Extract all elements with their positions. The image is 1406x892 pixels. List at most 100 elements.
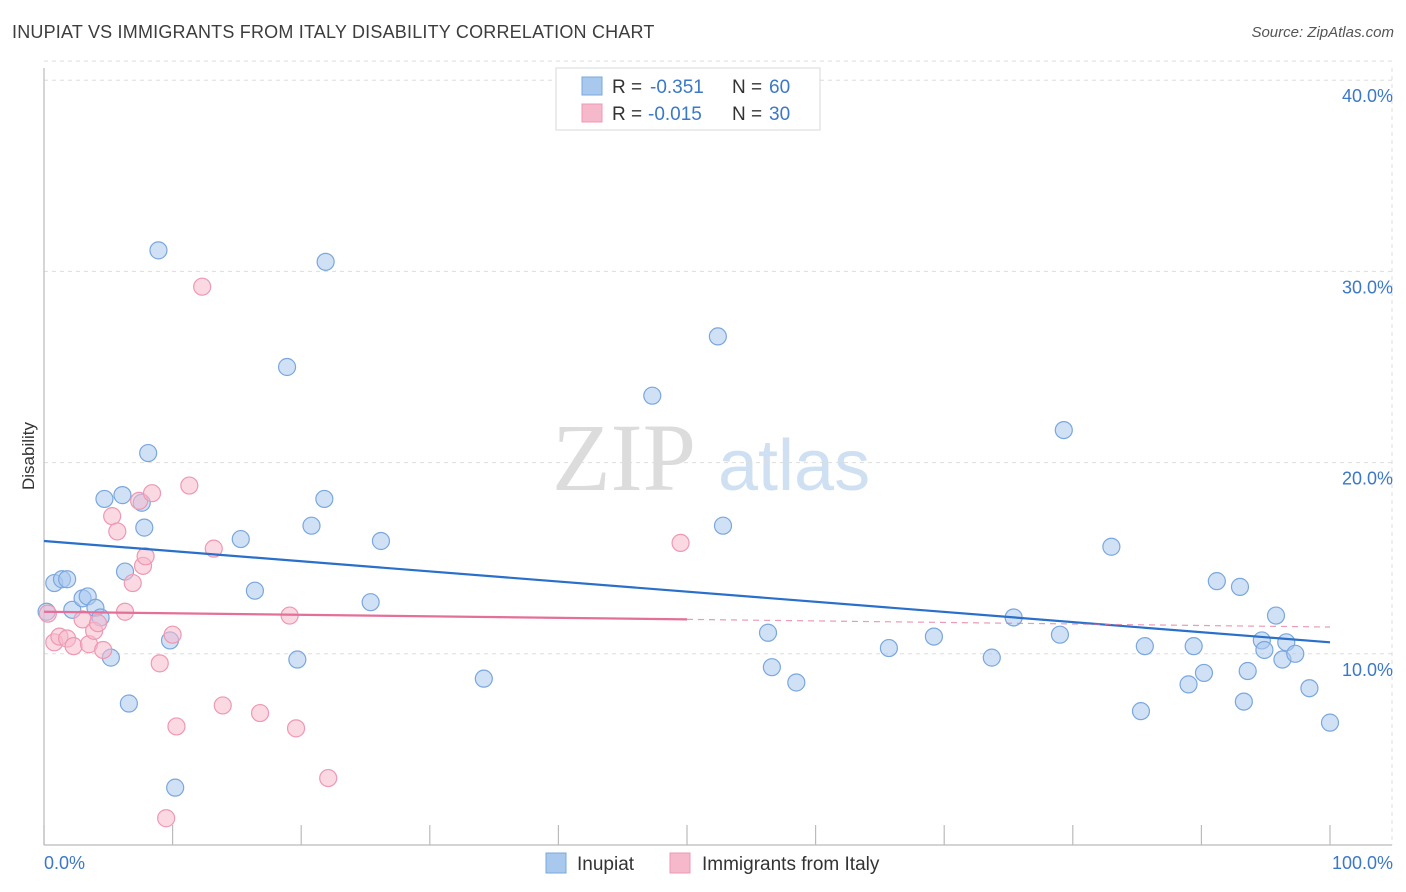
legend-n-value-1: 60 (769, 77, 790, 98)
inupiat-point (713, 516, 733, 535)
inupiat-point (758, 623, 778, 642)
y-tick-label: 40.0% (1342, 86, 1393, 106)
inupiat-point (924, 627, 944, 646)
italy-point (142, 484, 162, 503)
italy-point (193, 277, 212, 296)
gridlines (44, 60, 1393, 845)
series-italy-points (38, 277, 690, 828)
inupiat-point (1135, 637, 1154, 656)
legend-swatch-inupiat (545, 852, 567, 874)
watermark: ZIP atlas (552, 404, 870, 511)
chart-title: INUPIAT VS IMMIGRANTS FROM ITALY DISABIL… (12, 22, 655, 42)
inupiat-point (119, 694, 138, 713)
inupiat-point (1102, 537, 1121, 556)
inupiat-point (149, 241, 168, 260)
x-tick-label-end: 100.0% (1332, 853, 1393, 873)
italy-point (108, 522, 127, 541)
italy-trend-line (43, 610, 688, 621)
inupiat-point (1320, 713, 1340, 732)
inupiat-point (1286, 644, 1305, 663)
italy-point (671, 533, 690, 553)
y-tick-labels: 10.0% 20.0% 30.0% 40.0% (1342, 86, 1393, 680)
italy-point (136, 547, 155, 566)
y-tick-label: 10.0% (1342, 660, 1393, 680)
italy-point (204, 539, 223, 558)
series-legend: Inupiat Immigrants from Italy (545, 852, 880, 875)
italy-point (103, 507, 122, 526)
inupiat-point (277, 357, 297, 377)
italy-point (319, 768, 338, 788)
y-tick-label: 20.0% (1342, 469, 1393, 489)
watermark-atlas: atlas (718, 426, 870, 506)
series-inupiat-points (37, 241, 1340, 797)
inupiat-point (361, 593, 380, 612)
italy-point (157, 809, 176, 828)
inupiat-point (58, 570, 77, 589)
italy-point (163, 625, 182, 644)
legend-n-value-2: 30 (769, 104, 790, 125)
x-tick-labels: 0.0% 100.0% (44, 853, 1393, 873)
inupiat-point (113, 486, 132, 505)
italy-trend-line-extension (686, 618, 1331, 628)
inupiat-point (1179, 675, 1198, 694)
italy-point (167, 717, 186, 736)
italy-point (123, 573, 142, 593)
inupiat-point (302, 516, 321, 535)
inupiat-point (139, 443, 158, 463)
inupiat-point (166, 778, 185, 797)
inupiat-point (288, 650, 307, 669)
inupiat-point (316, 252, 335, 271)
legend-label-italy: Immigrants from Italy (702, 854, 880, 875)
axes (43, 68, 1392, 846)
inupiat-point (135, 518, 154, 537)
inupiat-point (1255, 640, 1274, 660)
inupiat-point (231, 529, 250, 549)
legend-swatch-blue (581, 76, 603, 96)
italy-point (250, 703, 270, 723)
legend-r-label-1: R = (612, 77, 642, 98)
inupiat-point (1131, 702, 1151, 721)
chart-source: Source: ZipAtlas.com (1251, 24, 1394, 41)
inupiat-point (245, 581, 265, 600)
y-axis-label: Disability (19, 421, 38, 490)
inupiat-point (708, 327, 727, 346)
x-tick-label-start: 0.0% (44, 853, 85, 873)
legend-r-value-2: -0.015 (648, 104, 702, 125)
correlation-legend: R = -0.351 N = 60 R = -0.015 N = 30 (555, 67, 821, 131)
legend-label-inupiat: Inupiat (577, 854, 635, 875)
inupiat-point (1266, 606, 1286, 625)
trend-lines (43, 539, 1331, 644)
inupiat-point (643, 386, 662, 405)
inupiat-point (95, 489, 114, 509)
inupiat-point (1194, 663, 1214, 683)
italy-point (150, 654, 169, 673)
inupiat-point (1054, 420, 1073, 440)
inupiat-point (787, 673, 806, 692)
inupiat-point (1230, 577, 1250, 596)
italy-point (213, 696, 232, 715)
italy-point (286, 719, 306, 738)
italy-point (38, 604, 57, 623)
inupiat-point (1300, 679, 1319, 698)
inupiat-point (1207, 572, 1226, 591)
inupiat-point (1050, 625, 1070, 644)
legend-swatch-italy (669, 852, 691, 874)
italy-point (180, 476, 199, 495)
watermark-zip: ZIP (552, 404, 696, 511)
legend-r-value-1: -0.351 (650, 77, 704, 98)
legend-n-label-2: N = (732, 104, 762, 125)
legend-n-label-1: N = (732, 77, 762, 98)
inupiat-point (315, 489, 334, 509)
inupiat-point (1184, 637, 1203, 656)
italy-point (88, 614, 108, 633)
italy-point (94, 640, 113, 660)
inupiat-point (1234, 692, 1253, 711)
inupiat-point (1238, 661, 1257, 681)
legend-swatch-pink (581, 103, 603, 123)
inupiat-point (474, 669, 493, 688)
italy-point (64, 637, 83, 656)
y-tick-label: 30.0% (1342, 277, 1393, 297)
inupiat-point (982, 648, 1001, 667)
inupiat-point (371, 531, 391, 551)
